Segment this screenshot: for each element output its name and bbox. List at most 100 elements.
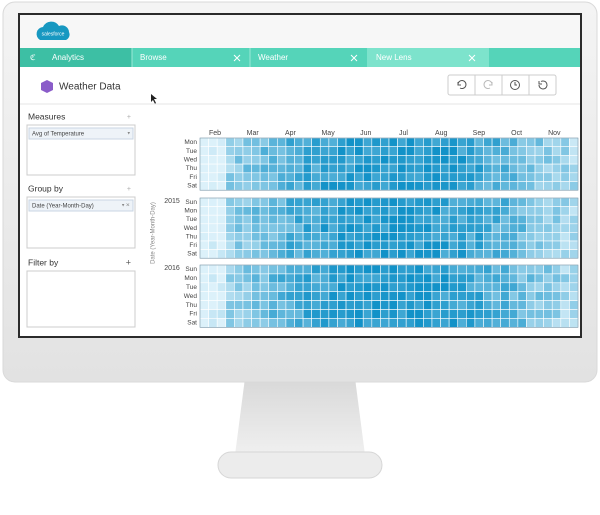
heat-cell — [234, 223, 244, 233]
heat-cell — [199, 163, 209, 174]
heat-cell — [268, 273, 278, 284]
heat-cell — [526, 172, 536, 182]
heat-cell — [225, 232, 235, 242]
heat-cell — [483, 264, 493, 275]
heat-cell — [294, 309, 304, 319]
undo-button[interactable] — [457, 80, 467, 89]
pill[interactable] — [28, 127, 134, 140]
heat-cell — [319, 137, 330, 147]
heat-cell — [208, 249, 218, 259]
heat-cell — [483, 172, 493, 182]
heat-cell — [216, 223, 227, 233]
heat-cell — [423, 155, 433, 165]
month-label: Aug — [435, 130, 448, 137]
heat-cell — [440, 300, 450, 310]
heat-cell — [302, 163, 312, 174]
heat-cell — [354, 282, 364, 292]
heat-cell — [526, 197, 536, 207]
heat-cell — [569, 282, 579, 292]
heat-cell — [380, 172, 390, 182]
heat-cell — [225, 318, 235, 328]
heat-cell — [431, 309, 441, 319]
heat-cell — [251, 172, 261, 182]
heat-cell — [259, 291, 270, 301]
year-label: 2015 — [164, 198, 180, 205]
heat-cell — [311, 309, 321, 319]
heat-cell — [216, 264, 227, 275]
heat-cell — [569, 146, 579, 156]
heat-cell — [225, 172, 235, 182]
dataset-icon — [41, 80, 53, 93]
heat-cell — [491, 291, 501, 301]
heat-cell — [319, 318, 330, 328]
heat-cell — [319, 155, 330, 165]
heat-cell — [534, 300, 544, 310]
heat-cell — [397, 155, 407, 165]
heat-cell — [491, 214, 501, 225]
add-icon[interactable]: + — [127, 186, 131, 193]
heat-cell — [251, 318, 261, 328]
redo-button[interactable] — [483, 80, 493, 89]
heat-cell — [354, 206, 364, 216]
heat-cell — [474, 181, 484, 191]
heat-cell — [431, 232, 441, 242]
heat-cell — [208, 155, 218, 165]
heat-cell — [345, 155, 355, 165]
heat-cell — [234, 214, 244, 225]
heat-cell — [457, 181, 467, 191]
heat-cell — [259, 240, 270, 250]
heat-cell — [268, 249, 278, 259]
heat-cell — [526, 223, 536, 233]
heat-cell — [483, 249, 493, 259]
tab[interactable]: New Lens — [376, 53, 412, 62]
heat-cell — [251, 181, 261, 191]
pill[interactable] — [28, 199, 134, 212]
heat-cell — [448, 318, 459, 328]
heat-cell — [405, 223, 416, 233]
heat-cell — [354, 300, 364, 310]
tab[interactable]: Browse — [140, 53, 167, 62]
heat-cell — [302, 206, 312, 216]
heat-cell — [268, 223, 278, 233]
heat-cell — [457, 240, 467, 250]
heat-cell — [285, 155, 295, 165]
heat-cell — [569, 181, 579, 191]
heat-cell — [526, 273, 536, 284]
heat-cell — [440, 223, 450, 233]
tab[interactable]: Weather — [258, 53, 288, 62]
tab[interactable]: Analytics — [52, 53, 84, 62]
heat-cell — [242, 232, 252, 242]
heat-cell — [526, 300, 536, 310]
heat-cell — [268, 181, 278, 191]
heat-cell — [208, 282, 218, 292]
heat-cell — [208, 264, 218, 275]
heat-cell — [294, 300, 304, 310]
heat-cell — [543, 146, 553, 156]
heat-cell — [234, 146, 244, 156]
pill-controls[interactable]: ▾ ✕ — [122, 202, 130, 208]
heat-cell — [448, 232, 459, 242]
heat-cell — [405, 282, 416, 292]
heat-cell — [526, 206, 536, 216]
history-button[interactable] — [510, 80, 520, 90]
heat-cell — [251, 249, 261, 259]
heat-cell — [371, 232, 381, 242]
heat-cell — [551, 232, 562, 242]
heat-cell — [431, 163, 441, 174]
add-icon[interactable]: + — [127, 114, 131, 121]
heat-cell — [466, 137, 476, 147]
heat-cell — [526, 291, 536, 301]
heat-cell — [500, 214, 510, 225]
add-icon[interactable]: + — [126, 257, 131, 267]
heat-cell — [371, 309, 381, 319]
heat-cell — [251, 214, 261, 225]
month-label: Sep — [473, 130, 486, 137]
pill-menu[interactable]: ▾ — [127, 130, 130, 136]
reset-button[interactable] — [538, 80, 548, 90]
heat-cell — [199, 146, 209, 156]
heat-cell — [354, 172, 364, 182]
heat-cell — [491, 318, 501, 328]
heat-cell — [508, 240, 519, 250]
heat-cell — [491, 240, 501, 250]
heat-cell — [354, 318, 364, 328]
